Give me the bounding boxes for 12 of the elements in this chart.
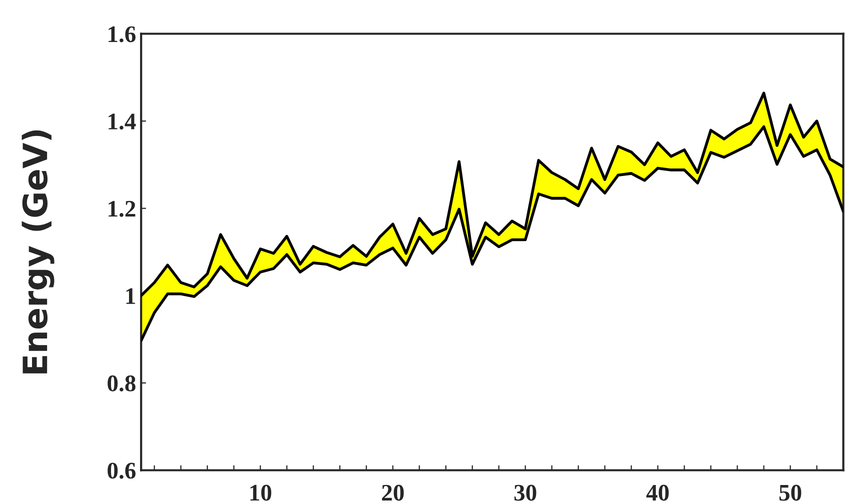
- y-tick-label: 1.2: [108, 200, 136, 217]
- y-axis-title: Energy (GeV): [22, 130, 54, 374]
- x-tick-label: 30: [514, 484, 536, 501]
- x-tick-label: 20: [382, 484, 404, 501]
- y-tick-label: 0.8: [108, 375, 136, 392]
- y-tick-label: 0.6: [108, 462, 136, 479]
- x-tick-label: 40: [646, 484, 669, 501]
- x-tick-label: 50: [779, 484, 802, 501]
- y-tick-label: 1: [126, 288, 136, 304]
- x-tick-label: 10: [250, 484, 272, 501]
- y-tick-label: 1.4: [108, 114, 136, 130]
- y-tick-label: 1.6: [108, 26, 136, 42]
